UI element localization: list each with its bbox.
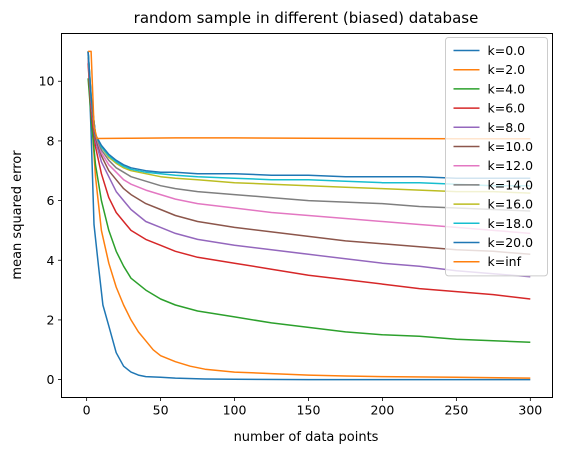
legend-label: k=2.0 bbox=[488, 62, 526, 77]
chart-title: random sample in different (biased) data… bbox=[134, 9, 479, 27]
plot-area bbox=[87, 50, 531, 381]
legend-label: k=8.0 bbox=[488, 120, 526, 135]
series-line-6 bbox=[87, 52, 531, 235]
x-axis: 0 50 100 150 200 250 300 bbox=[83, 397, 542, 418]
y-tick-label: 10 bbox=[39, 74, 55, 89]
legend-label: k=4.0 bbox=[488, 81, 526, 96]
y-tick-label: 2 bbox=[47, 312, 55, 327]
x-axis-label: number of data points bbox=[234, 430, 379, 445]
x-tick-label: 150 bbox=[297, 403, 321, 418]
legend-label: k=10.0 bbox=[488, 139, 534, 154]
legend-label: k=inf bbox=[488, 254, 522, 269]
series-line-2 bbox=[87, 78, 531, 344]
y-tick-label: 6 bbox=[47, 193, 55, 208]
series-line-11 bbox=[88, 50, 531, 140]
legend-label: k=20.0 bbox=[488, 235, 534, 250]
legend-label: k=6.0 bbox=[488, 101, 526, 116]
series-line-10 bbox=[87, 51, 531, 179]
legend-label: k=14.0 bbox=[488, 177, 534, 192]
y-tick-label: 4 bbox=[47, 253, 55, 268]
x-tick-label: 50 bbox=[153, 403, 169, 418]
legend-label: k=18.0 bbox=[488, 216, 534, 231]
axes-frame bbox=[61, 33, 553, 398]
series-line-5 bbox=[87, 54, 531, 256]
series-line-0 bbox=[87, 51, 531, 381]
x-tick-label: 250 bbox=[444, 403, 468, 418]
x-tick-label: 300 bbox=[518, 403, 542, 418]
series-line-3 bbox=[87, 63, 531, 300]
x-tick-label: 0 bbox=[83, 403, 91, 418]
series-line-9 bbox=[87, 51, 531, 187]
x-tick-label: 200 bbox=[370, 403, 394, 418]
x-tick-label: 100 bbox=[223, 403, 247, 418]
series-line-4 bbox=[87, 57, 531, 278]
legend-label: k=16.0 bbox=[488, 197, 534, 212]
y-tick-label: 8 bbox=[47, 133, 55, 148]
y-axis: 0 2 4 6 8 10 bbox=[39, 74, 62, 387]
y-tick-label: 0 bbox=[47, 372, 55, 387]
legend-label: k=12.0 bbox=[488, 158, 534, 173]
series-line-7 bbox=[87, 51, 531, 212]
legend: k=0.0 k=2.0 k=4.0 k=6.0 k=8.0 k=10.0 k=12.0 k=1… bbox=[445, 37, 548, 277]
y-axis-label: mean squared error bbox=[10, 150, 25, 280]
legend-box bbox=[445, 37, 548, 277]
series-line-1 bbox=[87, 51, 531, 379]
legend-label: k=0.0 bbox=[488, 43, 526, 58]
